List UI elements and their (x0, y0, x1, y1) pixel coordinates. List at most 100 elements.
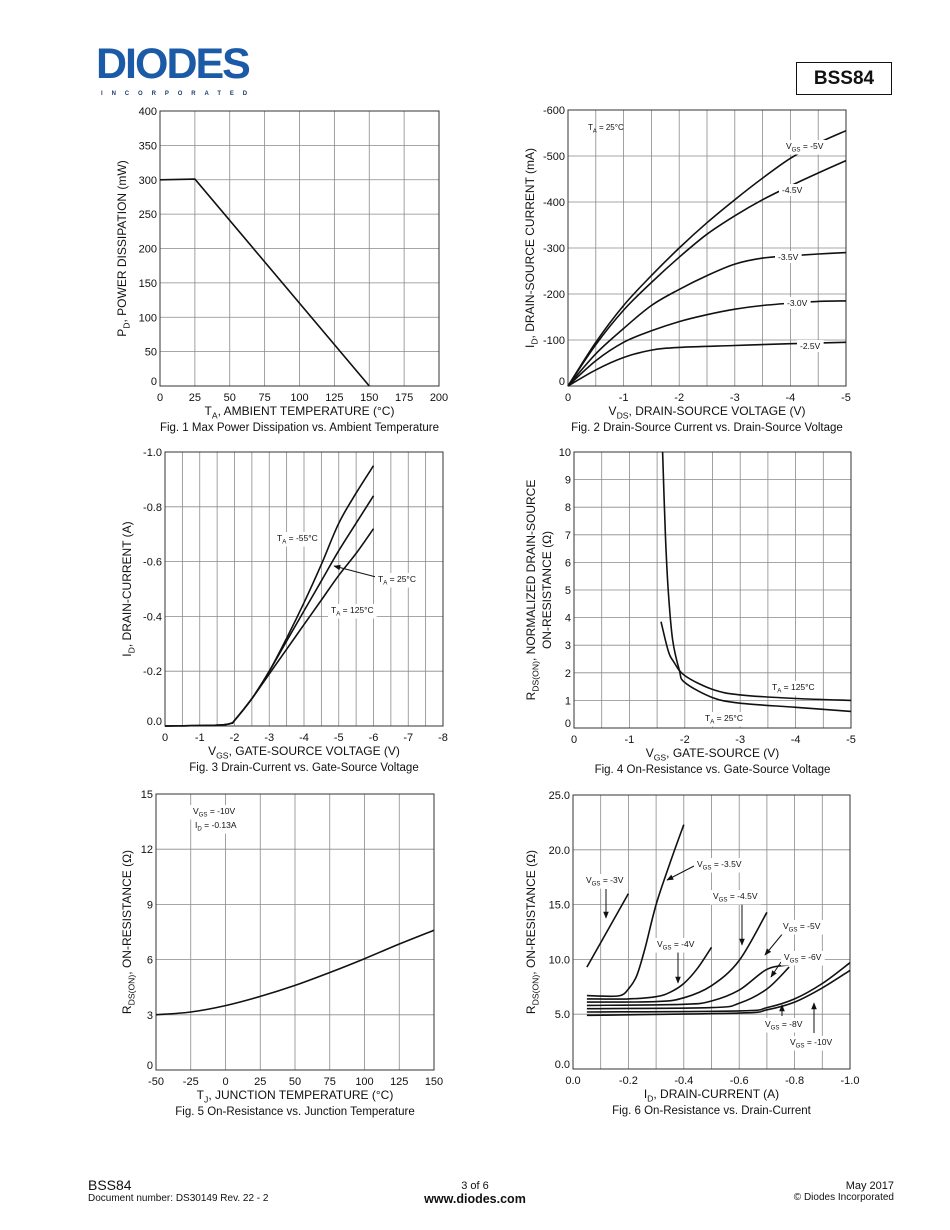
series-line-1 (586, 893, 630, 968)
x-axis-label-subscript: GS (654, 753, 667, 763)
series-line-2 (660, 621, 852, 702)
y-tick-label: 350 (139, 140, 157, 152)
x-axis-label: VDS, DRAIN-SOURCE VOLTAGE (V) (609, 404, 806, 421)
y-tick-label: 3 (565, 640, 571, 652)
annotation-label-subscript: D (197, 826, 202, 833)
annotation-label-rest: = -10V (805, 1037, 833, 1047)
x-tick-label: -6 (369, 732, 379, 744)
footer-right: May 2017 © Diodes Incorporated (794, 1180, 894, 1203)
footer-website-link[interactable]: www.diodes.com (424, 1192, 526, 1206)
annotation-label-main: T (378, 574, 383, 584)
y-axis-label-rest: , DRAIN-CURRENT (A) (120, 521, 134, 647)
x-tick-label: 75 (324, 1076, 336, 1088)
x-tick-label: -7 (403, 732, 413, 744)
annotation-label: -3.5V (778, 252, 799, 262)
y-tick-label: 10 (559, 447, 571, 459)
x-tick-label: 150 (360, 392, 378, 404)
y-axis-label-rest: , ON-RESISTANCE (Ω) (524, 850, 538, 975)
annotation-label-main: V (790, 1037, 796, 1047)
x-axis-label-subscript: GS (216, 751, 229, 761)
grid (160, 111, 439, 386)
annotation-label-rest: = -5V (801, 141, 824, 151)
x-tick-label: 100 (290, 392, 308, 404)
x-tick-label: -5 (846, 734, 856, 746)
annotation-label-main: V (586, 875, 592, 885)
figure-caption: Fig. 3 Drain-Current vs. Gate-Source Vol… (189, 762, 418, 774)
y-tick-label: -500 (543, 151, 565, 163)
annotation-label-subscript: GS (789, 927, 798, 934)
y-tick-label: -600 (543, 105, 565, 117)
annotation-label-subscript: A (336, 611, 341, 618)
x-axis-label-subscript: J (204, 1095, 208, 1105)
x-tick-label: 175 (395, 392, 413, 404)
x-axis-label-subscript: DS (617, 411, 629, 421)
footer-date: May 2017 (845, 1180, 894, 1192)
y-tick-label: 100 (139, 312, 157, 324)
y-axis-label-main: R (120, 1005, 134, 1014)
y-axis-label: ID, DRAIN-CURRENT (A) (120, 521, 137, 656)
figure-caption: Fig. 4 On-Resistance vs. Gate-Source Vol… (595, 764, 831, 776)
y-tick-label: 0 (151, 376, 157, 388)
y-tick-label: -0.8 (143, 502, 162, 514)
y-axis-label-subscript: DS(ON) (531, 975, 541, 1006)
series-line-5 (567, 341, 847, 387)
y-tick-label: 150 (139, 278, 157, 290)
y-axis-label-subscript: DS(ON) (127, 975, 137, 1006)
annotation-label-main: -3.0V (787, 298, 808, 308)
annotation-label-main: V (713, 891, 719, 901)
annotation-label: VGS = -10V (193, 806, 235, 819)
x-tick-label: 25 (254, 1076, 266, 1088)
x-tick-label: 50 (224, 392, 236, 404)
footer-center: 3 of 6 www.diodes.com (0, 1180, 950, 1206)
annotation-background (784, 297, 811, 309)
x-tick-label: 50 (289, 1076, 301, 1088)
y-tick-label: 0 (147, 1060, 153, 1072)
annotation-background (375, 573, 419, 588)
y-tick-label: 1 (565, 695, 571, 707)
annotation-arrow (333, 564, 377, 578)
annotation-label-subscript: A (593, 128, 597, 134)
annotation-label-main: T (588, 123, 593, 132)
x-tick-label: 0 (571, 734, 577, 746)
y-tick-label: -0.2 (143, 666, 162, 678)
plot-frame (572, 794, 851, 1070)
annotation-label-subscript: GS (703, 865, 712, 872)
y-axis-label-main: ON-RESISTANCE (Ω) (540, 531, 554, 649)
annotation-label: TA = 125°C (331, 605, 374, 618)
x-tick-label: 150 (425, 1076, 443, 1088)
annotation-background (583, 874, 627, 889)
x-axis-label-rest: , GATE-SOURCE VOLTAGE (V) (229, 744, 400, 758)
y-axis-label-main: R (524, 1005, 538, 1014)
annotation-label: TA = 25°C (378, 574, 416, 587)
x-axis-label: VGS, GATE-SOURCE VOLTAGE (V) (208, 744, 400, 761)
x-tick-label: -50 (148, 1076, 164, 1088)
annotation-label-rest: = -3V (601, 875, 624, 885)
figure-3: 0 -1 -2 -3 -4 -5 -6 -7 -8 0.0 -0.2 -0.4 -0.6 -0.8 -1.0… (120, 447, 448, 774)
annotation-label-main: V (784, 952, 790, 962)
annotation-background (192, 819, 240, 834)
series-line-5 (586, 964, 790, 1007)
figure-2: 0 -1 -2 -3 -4 -50-100-200-300-400-500-600VDS,… (523, 105, 851, 434)
annotation-label: TA = 25°C (588, 123, 624, 134)
y-tick-label: 12 (141, 844, 153, 856)
annotation-label-rest: = -3.5V (712, 859, 742, 869)
x-tick-label: 0 (565, 392, 571, 404)
annotation-label-main: V (193, 806, 199, 816)
x-tick-label: -0.6 (730, 1075, 749, 1087)
y-tick-label: 4 (565, 613, 571, 625)
y-tick-label: 0.0 (147, 716, 162, 728)
series-line-8 (586, 969, 851, 1017)
x-tick-label: -1 (619, 392, 629, 404)
y-axis-label-rest: , DRAIN-SOURCE CURRENT (mA) (523, 148, 537, 338)
figure-6: 0.0 -0.2 -0.4 -0.6 -0.8 -1.0 0.0 5.0 10.0 15.0 20.… (524, 790, 859, 1117)
annotation-label: VGS = -5V (783, 921, 821, 934)
series-line-1 (661, 451, 852, 713)
annotation-arrow (666, 865, 695, 881)
x-axis-label-main: T (197, 1088, 205, 1102)
annotation-label-subscript: GS (790, 958, 799, 965)
annotation-label-rest: = -4.5V (728, 891, 758, 901)
y-axis-label-subscript: D (530, 338, 540, 344)
annotation-background (710, 890, 761, 905)
annotation-background (328, 604, 377, 619)
annotation-background (190, 805, 239, 820)
